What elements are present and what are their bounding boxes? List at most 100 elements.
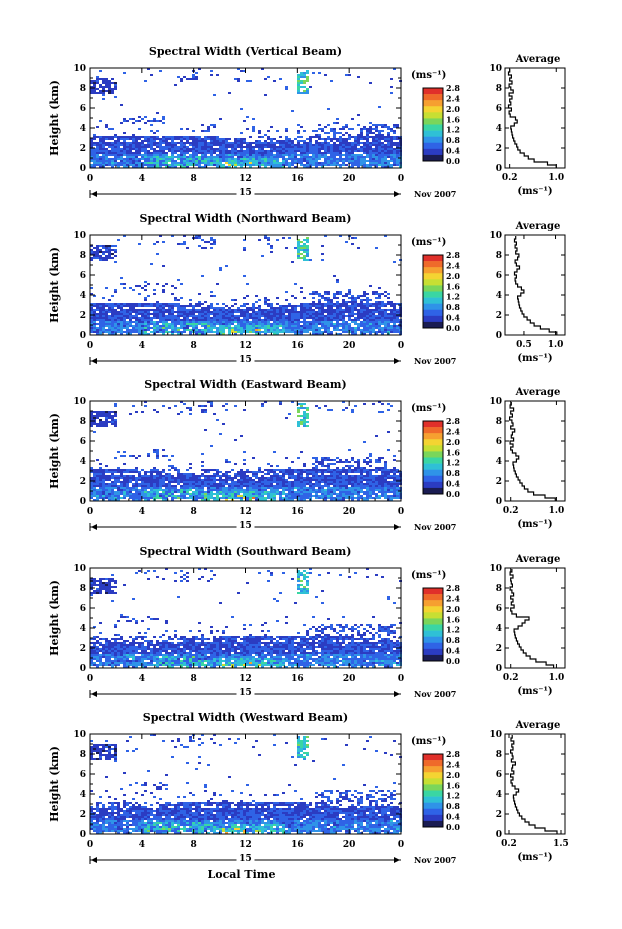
heatmap-cell: [168, 309, 171, 311]
heatmap-cell: [351, 154, 354, 156]
heatmap-cell: [213, 473, 216, 475]
heatmap-cell: [183, 152, 186, 154]
heatmap-cell: [267, 481, 270, 483]
heatmap-cell: [93, 487, 96, 489]
heatmap-cell: [90, 415, 93, 417]
heatmap-cell: [387, 319, 390, 321]
heatmap-cell: [297, 160, 300, 162]
heatmap-cell: [159, 313, 162, 315]
heatmap-cell: [129, 152, 132, 154]
heatmap-cell: [324, 146, 327, 148]
heatmap-cell: [222, 323, 225, 325]
heatmap-cell: [258, 154, 261, 156]
heatmap-cell: [171, 313, 174, 315]
heatmap-cell: [96, 253, 99, 255]
heatmap-cell: [93, 431, 96, 433]
heatmap-cell: [96, 481, 99, 483]
heatmap-cell: [204, 469, 207, 471]
heatmap-cell: [345, 144, 348, 146]
heatmap-cell: [258, 317, 261, 319]
heatmap-cell: [279, 307, 282, 309]
heatmap-cell: [123, 319, 126, 321]
heatmap-cell: [378, 293, 381, 295]
heatmap-cell: [144, 303, 147, 305]
heatmap-cell: [123, 287, 126, 289]
heatmap-cell: [105, 152, 108, 154]
heatmap-cell: [309, 329, 312, 331]
heatmap-cell: [243, 479, 246, 481]
heatmap-cell: [183, 485, 186, 487]
heatmap-cell: [216, 493, 219, 495]
heatmap-cell: [132, 303, 135, 305]
heatmap-cell: [375, 138, 378, 140]
heatmap-cell: [159, 483, 162, 485]
heatmap-cell: [198, 311, 201, 313]
heatmap-cell: [327, 146, 330, 148]
heatmap-cell: [324, 160, 327, 162]
heatmap-cell: [135, 136, 138, 138]
heatmap-cell: [102, 319, 105, 321]
heatmap-cell: [117, 495, 120, 497]
heatmap-cell: [162, 483, 165, 485]
heatmap-cell: [213, 150, 216, 152]
heatmap-cell: [192, 319, 195, 321]
heatmap-cell: [336, 148, 339, 150]
heatmap-cell: [159, 317, 162, 319]
heatmap-cell: [297, 239, 300, 241]
heatmap-cell: [375, 333, 378, 335]
heatmap-cell: [249, 471, 252, 473]
heatmap-cell: [285, 331, 288, 333]
heatmap-cell: [282, 305, 285, 307]
heatmap-cell: [180, 148, 183, 150]
heatmap-cell: [324, 303, 327, 305]
heatmap-cell: [111, 331, 114, 333]
heatmap-cell: [153, 329, 156, 331]
heatmap-cell: [204, 140, 207, 142]
heatmap-cell: [303, 297, 306, 299]
heatmap-cell: [300, 327, 303, 329]
heatmap-cell: [387, 132, 390, 134]
heatmap-cell: [228, 313, 231, 315]
heatmap-cell: [252, 481, 255, 483]
heatmap-cell: [114, 497, 117, 499]
heatmap-cell: [393, 323, 396, 325]
heatmap-cell: [336, 301, 339, 303]
heatmap-cell: [312, 313, 315, 315]
heatmap-cell: [222, 331, 225, 333]
heatmap-cell: [273, 311, 276, 313]
heatmap-cell: [114, 483, 117, 485]
heatmap-cell: [267, 136, 270, 138]
heatmap-cell: [366, 152, 369, 154]
heatmap-cell: [300, 154, 303, 156]
heatmap-cell: [393, 303, 396, 305]
heatmap-cell: [366, 325, 369, 327]
heatmap-cell: [108, 90, 111, 92]
heatmap-cell: [390, 321, 393, 323]
heatmap-cell: [183, 166, 186, 168]
heatmap-cell: [369, 303, 372, 305]
heatmap-cell: [387, 138, 390, 140]
heatmap-cell: [273, 317, 276, 319]
heatmap-cell: [315, 331, 318, 333]
heatmap-cell: [93, 469, 96, 471]
heatmap-cell: [390, 130, 393, 132]
heatmap-cell: [357, 305, 360, 307]
heatmap-cell: [333, 323, 336, 325]
heatmap-cell: [204, 471, 207, 473]
heatmap-cell: [327, 315, 330, 317]
heatmap-cell: [108, 475, 111, 477]
heatmap-cell: [195, 311, 198, 313]
heatmap-cell: [222, 327, 225, 329]
heatmap-cell: [162, 321, 165, 323]
heatmap-cell: [210, 321, 213, 323]
heatmap-cell: [162, 156, 165, 158]
heatmap-cell: [147, 146, 150, 148]
heatmap-cell: [90, 321, 93, 323]
heatmap-cell: [237, 80, 240, 82]
heatmap-cell: [165, 156, 168, 158]
heatmap-cell: [279, 315, 282, 317]
heatmap-cell: [342, 160, 345, 162]
heatmap-cell: [270, 329, 273, 331]
heatmap-cell: [189, 138, 192, 140]
heatmap-cell: [249, 491, 252, 493]
